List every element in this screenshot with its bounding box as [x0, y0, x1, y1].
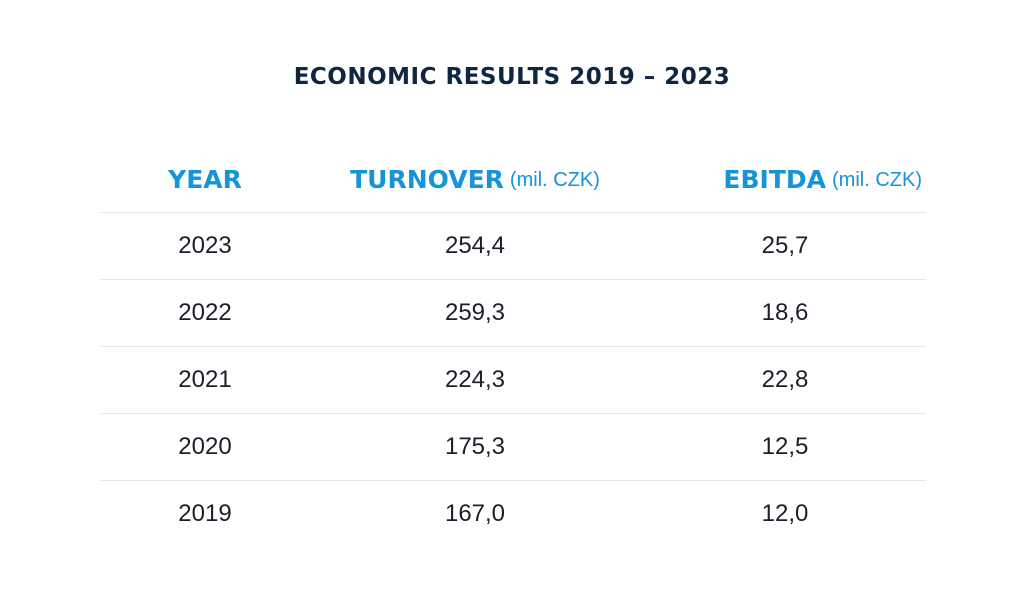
- cell-turnover: 175,3: [444, 433, 506, 460]
- cell-year: 2019: [178, 500, 232, 527]
- cell-ebitda: 12,0: [761, 500, 809, 527]
- cell-year: 2021: [178, 366, 232, 393]
- header-turnover: TURNOVER (mil. CZK): [310, 146, 640, 212]
- cell-turnover: 259,3: [444, 299, 506, 326]
- cell-turnover: 254,4: [444, 232, 506, 259]
- table-row: 2022 259,3 18,6: [100, 280, 926, 347]
- cell-ebitda: 25,7: [761, 232, 809, 259]
- cell-year: 2022: [178, 299, 232, 326]
- table-row: 2023 254,4 25,7: [100, 213, 926, 280]
- page-title: ECONOMIC RESULTS 2019 – 2023: [293, 64, 731, 90]
- header-turnover-label: TURNOVER: [350, 164, 504, 194]
- cell-ebitda: 22,8: [761, 366, 809, 393]
- header-ebitda-unit: (mil. CZK): [832, 168, 922, 191]
- header-year-label: YEAR: [168, 164, 242, 194]
- header-turnover-unit: (mil. CZK): [509, 168, 600, 191]
- table-row: 2019 167,0 12,0: [100, 481, 926, 547]
- table-row: 2021 224,3 22,8: [100, 347, 926, 414]
- table-row: 2020 175,3 12,5: [100, 414, 926, 481]
- results-table: YEAR TURNOVER (mil. CZK) EBITDA (mil. CZ…: [100, 146, 926, 547]
- header-ebitda: EBITDA (mil. CZK): [640, 146, 926, 212]
- table-header: YEAR TURNOVER (mil. CZK) EBITDA (mil. CZ…: [100, 146, 926, 213]
- cell-year: 2020: [178, 433, 232, 460]
- cell-year: 2023: [178, 232, 232, 259]
- cell-ebitda: 18,6: [761, 299, 809, 326]
- header-year: YEAR: [100, 146, 310, 212]
- cell-ebitda: 12,5: [761, 433, 809, 460]
- cell-turnover: 224,3: [444, 366, 506, 393]
- header-ebitda-label: EBITDA: [723, 164, 827, 194]
- cell-turnover: 167,0: [444, 500, 506, 527]
